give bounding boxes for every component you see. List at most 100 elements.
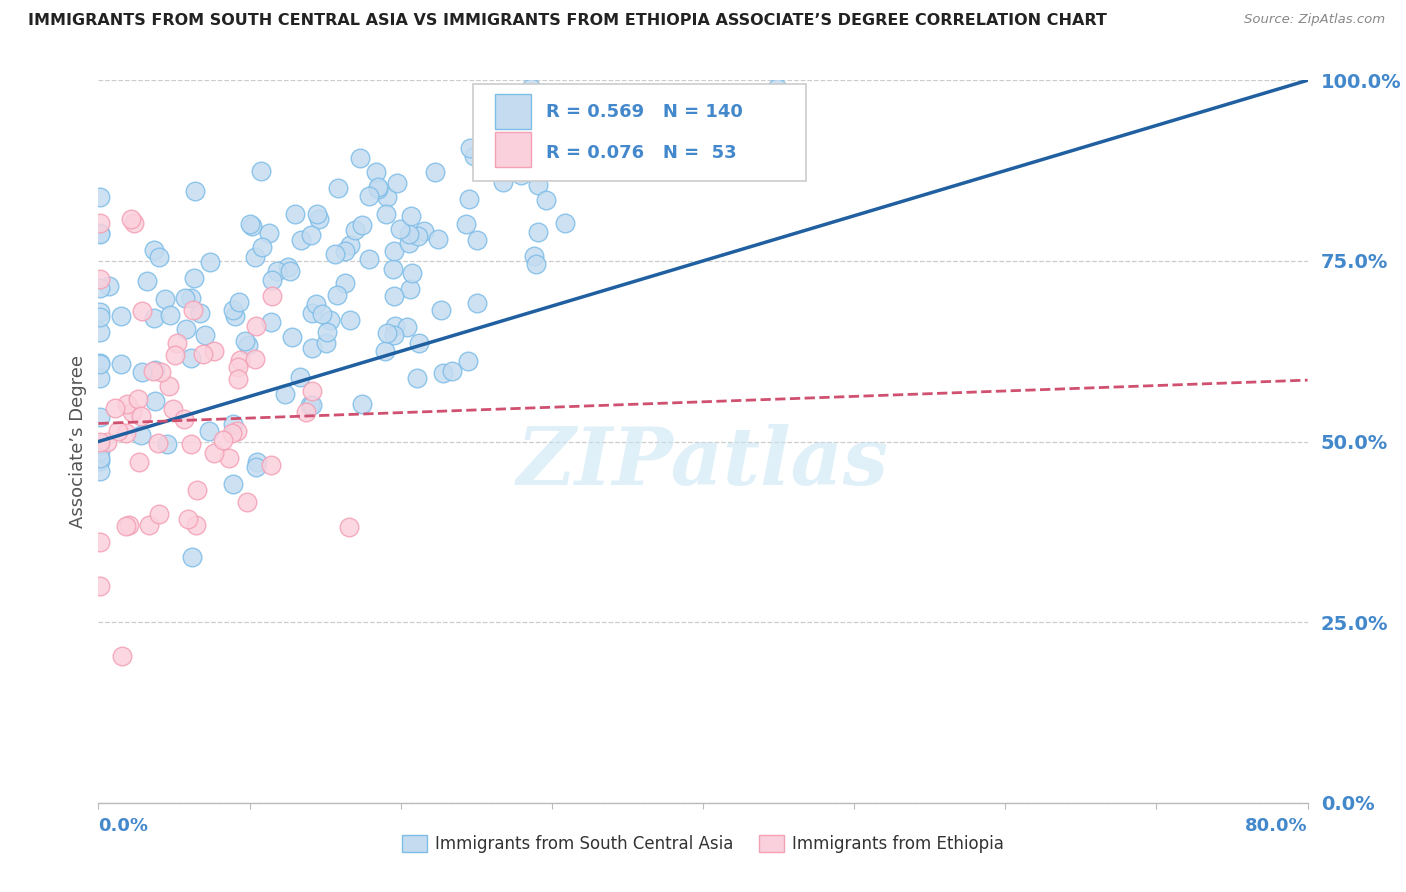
Point [135,273,157,287]
Point [352,397,374,411]
Point [89,325,111,339]
Point [89,464,111,478]
Point [159,308,181,322]
Point [325,288,347,302]
Point [221,425,243,440]
Point [307,207,329,221]
Point [359,252,381,267]
Point [110,357,132,371]
Point [142,364,165,378]
Point [127,392,149,406]
Point [262,273,284,287]
Point [121,405,143,419]
Point [308,212,330,227]
Point [118,517,141,532]
Point [323,247,346,261]
Point [328,180,350,194]
Point [401,266,423,280]
Point [174,292,197,306]
Point [212,433,235,447]
Point [515,119,537,133]
Point [221,476,243,491]
Point [527,178,550,192]
Point [359,189,381,203]
Point [243,352,266,367]
Point [221,417,243,431]
Point [89,371,111,385]
Point [194,328,217,343]
Point [115,397,138,411]
Point [193,346,215,360]
Point [508,103,530,118]
Point [382,327,405,342]
Point [122,216,145,230]
Point [107,424,129,438]
Point [228,294,250,309]
Point [162,401,184,416]
Point [138,517,160,532]
Point [153,292,176,306]
Point [233,334,256,349]
Point [114,518,136,533]
Point [98,279,121,293]
Point [250,164,273,178]
Text: R = 0.569   N = 140: R = 0.569 N = 140 [546,103,742,121]
Point [281,330,304,344]
Point [399,209,422,223]
Point [426,232,449,246]
Point [398,227,420,242]
Point [554,217,576,231]
Point [89,272,111,286]
Point [89,216,111,230]
Point [129,427,152,442]
Point [440,364,463,378]
Point [765,80,787,95]
Point [536,193,558,207]
Point [89,436,111,450]
Point [339,312,361,326]
Point [260,315,283,329]
Point [89,227,111,242]
Point [89,579,111,593]
Point [89,435,111,450]
Point [120,211,142,226]
Point [492,175,515,189]
Point [366,165,388,179]
Point [183,271,205,285]
Y-axis label: Associate’s Degree: Associate’s Degree [69,355,87,528]
Point [288,370,311,384]
Point [412,224,434,238]
Point [398,236,420,251]
Text: 80.0%: 80.0% [1244,817,1308,835]
Point [177,511,200,525]
Point [315,325,337,339]
Point [467,296,489,310]
Point [226,424,249,438]
Point [180,291,202,305]
Point [250,240,273,254]
Point [343,222,366,236]
Point [89,281,111,295]
Point [382,261,405,276]
Text: IMMIGRANTS FROM SOUTH CENTRAL ASIA VS IMMIGRANTS FROM ETHIOPIA ASSOCIATE’S DEGRE: IMMIGRANTS FROM SOUTH CENTRAL ASIA VS IM… [28,13,1107,29]
Point [238,338,260,352]
Point [335,244,357,259]
Point [89,534,111,549]
Point [382,289,405,303]
Text: 0.0%: 0.0% [98,817,149,835]
Text: ZIPatlas: ZIPatlas [517,425,889,502]
Point [89,305,111,319]
Point [200,255,222,269]
Point [349,151,371,165]
Point [454,217,477,231]
Point [143,363,166,377]
Point [89,450,111,465]
Point [246,455,269,469]
Point [290,233,312,247]
Point [110,309,132,323]
Point [89,189,111,203]
Point [260,458,283,472]
Point [143,243,166,257]
FancyBboxPatch shape [495,95,531,129]
Point [406,229,429,244]
